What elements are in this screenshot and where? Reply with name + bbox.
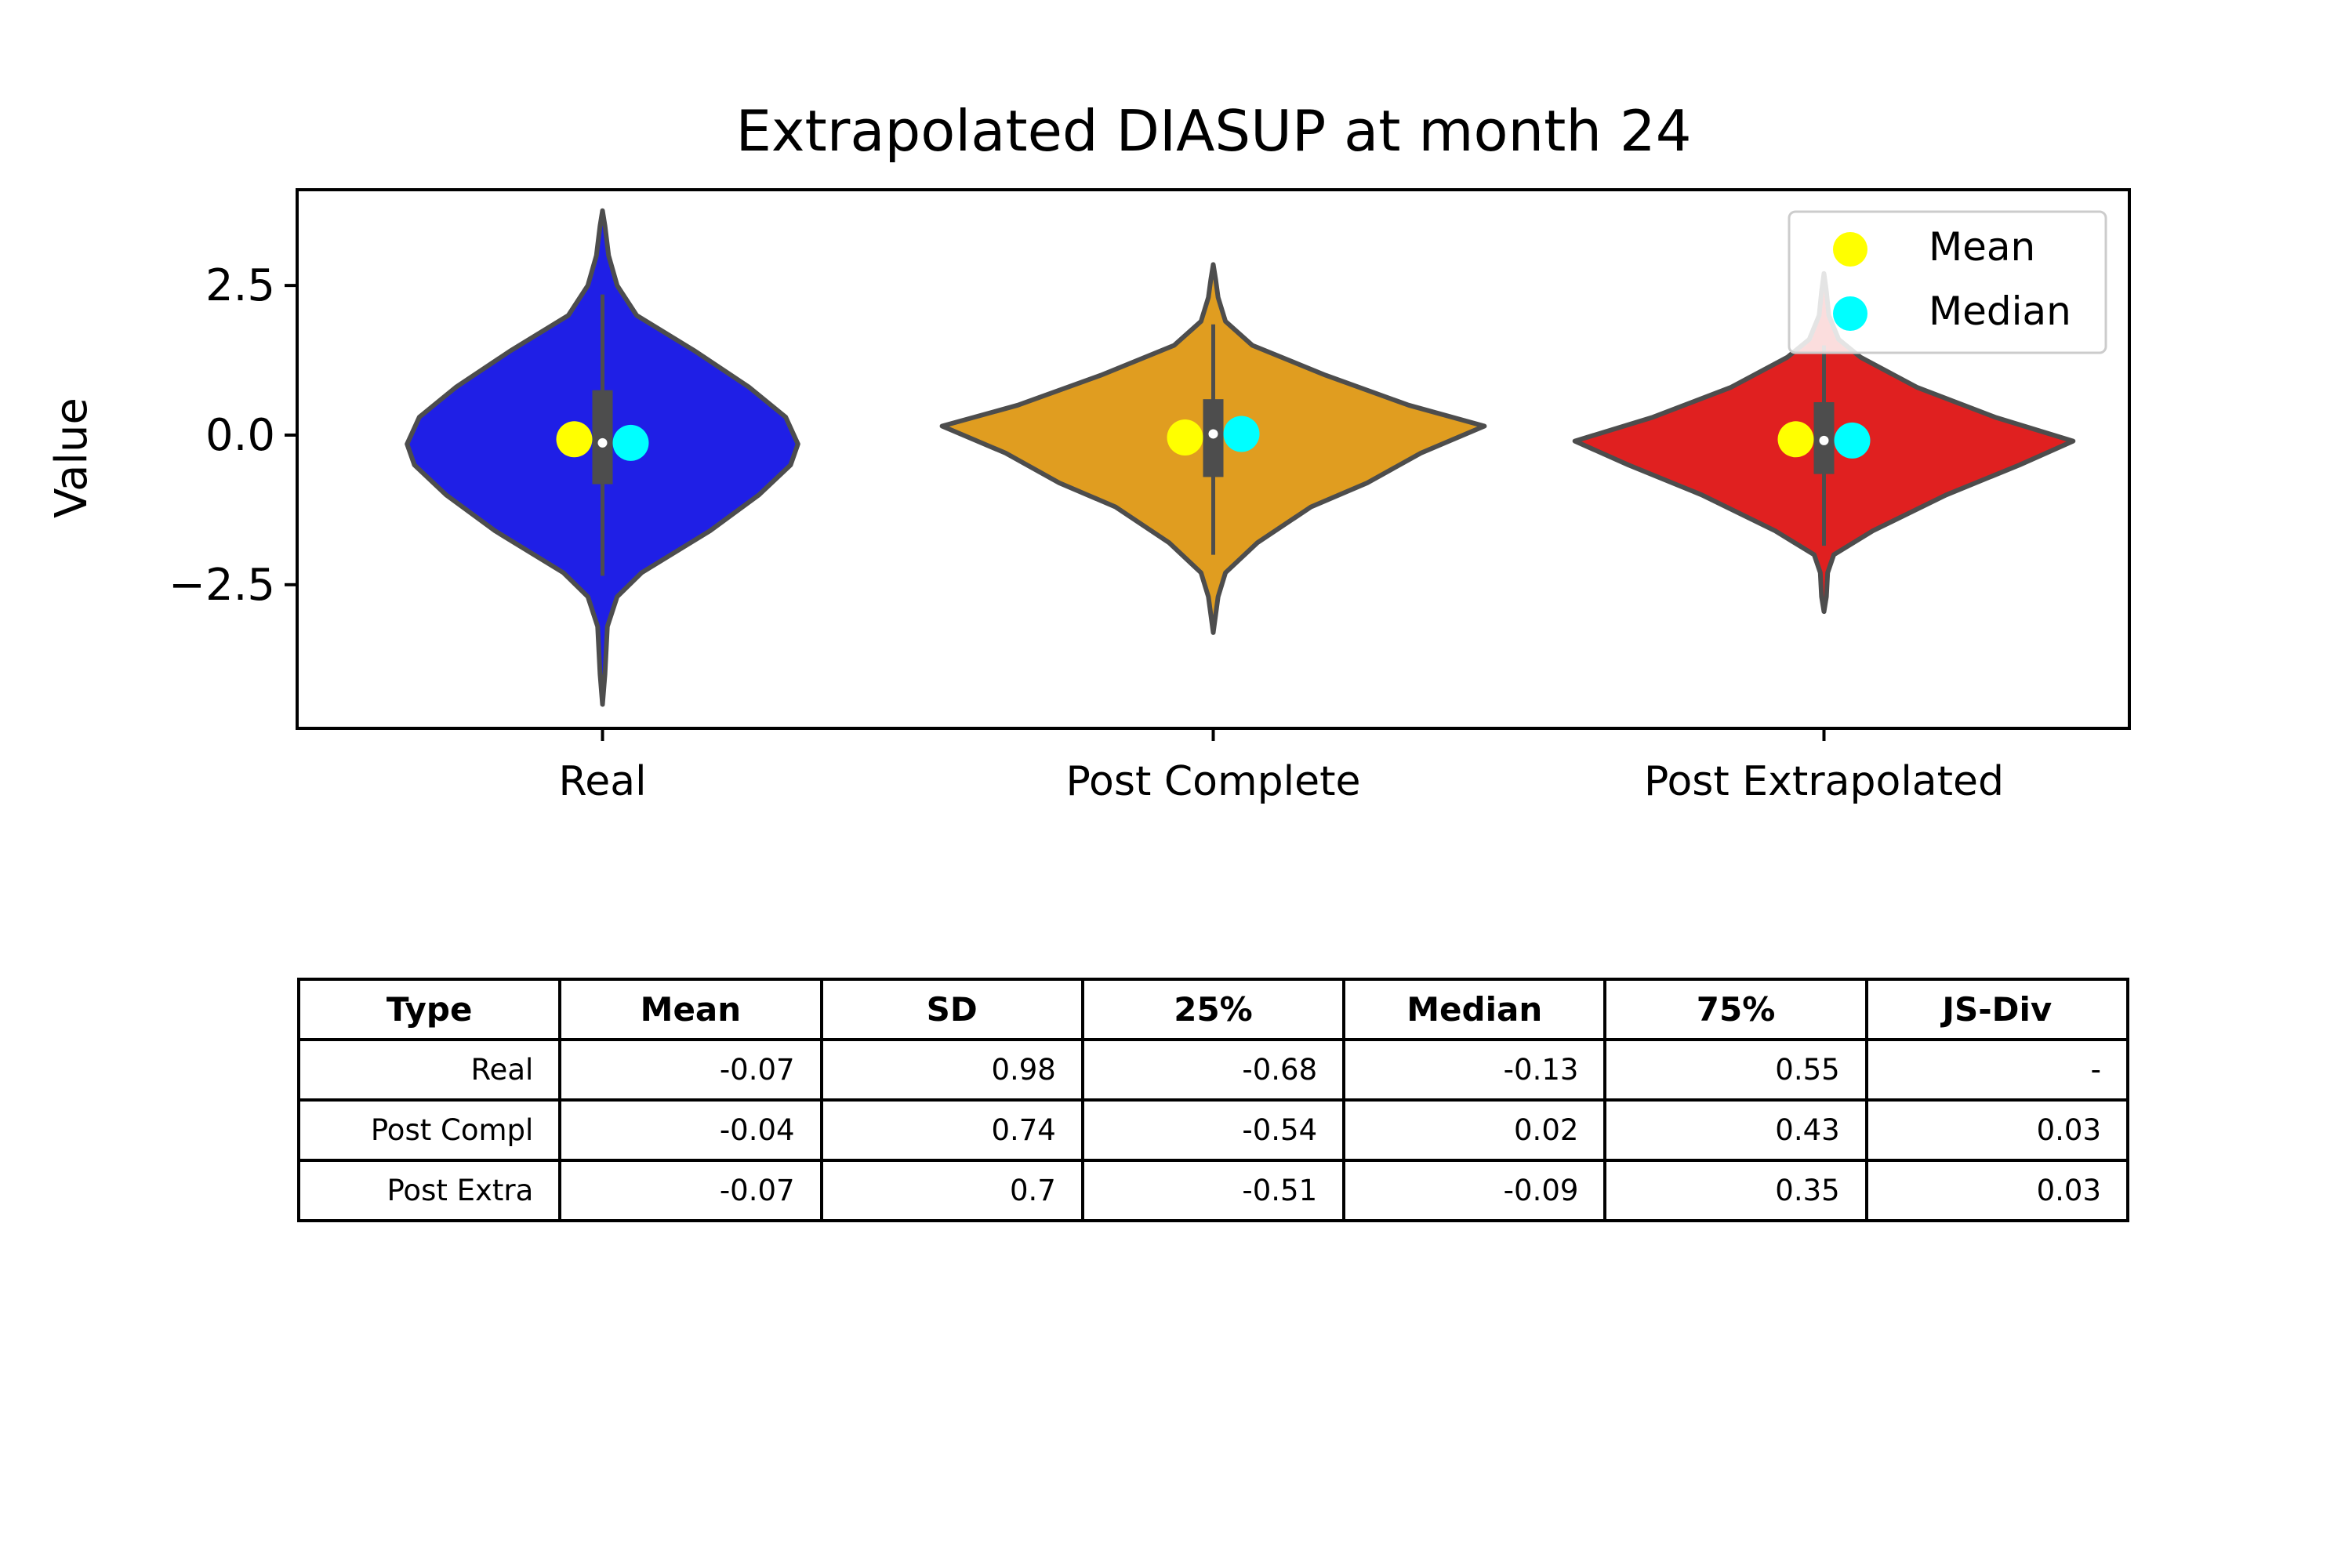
violin-iqr-box: [592, 390, 613, 485]
mean-marker: [556, 421, 593, 458]
violins-layer: [405, 208, 2076, 707]
table-cell: -0.13: [1342, 1038, 1607, 1102]
violin-median-dot: [1208, 429, 1218, 439]
violin-median-dot: [597, 437, 608, 448]
table-header-cell: SD: [819, 978, 1084, 1041]
table-cell: 0.98: [819, 1038, 1084, 1102]
table-cell: 0.03: [1864, 1159, 2130, 1222]
violin-median-dot: [1819, 435, 1829, 445]
table-row: Real -0.07 0.98 -0.68 -0.13 0.55-: [296, 1038, 2130, 1102]
legend-mean-label: Mean: [1929, 224, 2035, 270]
table-cell: 0.02: [1342, 1098, 1607, 1162]
legend-mean-marker: [1833, 232, 1867, 267]
legend: Mean Median: [1788, 210, 2107, 354]
median-marker: [612, 424, 649, 461]
table-cell: Post Compl: [296, 1098, 562, 1162]
table-cell: -0.07: [558, 1159, 823, 1222]
table-header-cell: 75%: [1603, 978, 1868, 1041]
table-cell: -0.68: [1080, 1038, 1346, 1102]
mean-marker: [1777, 421, 1814, 458]
table-header-row: Type Mean SD 25% Median 75% JS-Div: [296, 978, 2130, 1041]
legend-box: [1788, 210, 2107, 354]
legend-median-marker: [1833, 296, 1867, 331]
y-tick-label: 0.0: [205, 410, 275, 461]
table-body: Real -0.07 0.98 -0.68 -0.13 0.55- Post Compl -0…: [296, 1038, 2130, 1222]
table-cell: Real: [296, 1038, 562, 1102]
table-header-cell: Mean: [558, 978, 823, 1041]
table-cell: -0.51: [1080, 1159, 1346, 1222]
table-header-cell: Median: [1342, 978, 1607, 1041]
median-marker: [1834, 422, 1871, 459]
table-row: Post Compl -0.04 0.74 -0.54 0.02 0.43 0.03: [296, 1098, 2130, 1162]
x-tick-label: Post Extrapolated: [1644, 758, 2004, 805]
table-cell: -: [1864, 1038, 2130, 1102]
table-cell: -0.04: [558, 1098, 823, 1162]
table-cell: 0.55: [1603, 1038, 1868, 1102]
y-axis-ticks: 2.5 0.0 −2.5: [169, 260, 297, 611]
mean-marker: [1167, 419, 1203, 456]
table-header-cell: 25%: [1080, 978, 1346, 1041]
table-cell: -0.54: [1080, 1098, 1346, 1162]
table-cell: Post Extra: [296, 1159, 562, 1222]
table-row: Post Extra -0.07 0.7 -0.51 -0.09 0.35 0.03: [296, 1159, 2130, 1222]
table-cell: -0.09: [1342, 1159, 1607, 1222]
table-cell: 0.35: [1603, 1159, 1868, 1222]
legend-median-label: Median: [1929, 289, 2071, 334]
y-tick-label: 2.5: [205, 260, 275, 311]
table-cell: 0.7: [819, 1159, 1084, 1222]
table-header-cell: JS-Div: [1864, 978, 2130, 1041]
chart-title: Extrapolated DIASUP at month 24: [735, 98, 1691, 164]
x-tick-label: Post Complete: [1066, 758, 1361, 805]
table-cell: 0.74: [819, 1098, 1084, 1162]
table-cell: 0.03: [1864, 1098, 2130, 1162]
y-axis-label: Value: [46, 397, 97, 518]
table-cell: -0.07: [558, 1038, 823, 1102]
x-axis-ticks: Real Post Complete Post Extrapolated: [558, 728, 2004, 805]
table-header-cell: Type: [296, 978, 562, 1041]
y-tick-label: −2.5: [169, 560, 275, 611]
median-marker: [1223, 416, 1260, 452]
table-cell: 0.43: [1603, 1098, 1868, 1162]
x-tick-label: Real: [558, 758, 646, 805]
stats-table: Type Mean SD 25% Median 75% JS-Div Real -0.07 0.…: [296, 978, 2130, 1222]
